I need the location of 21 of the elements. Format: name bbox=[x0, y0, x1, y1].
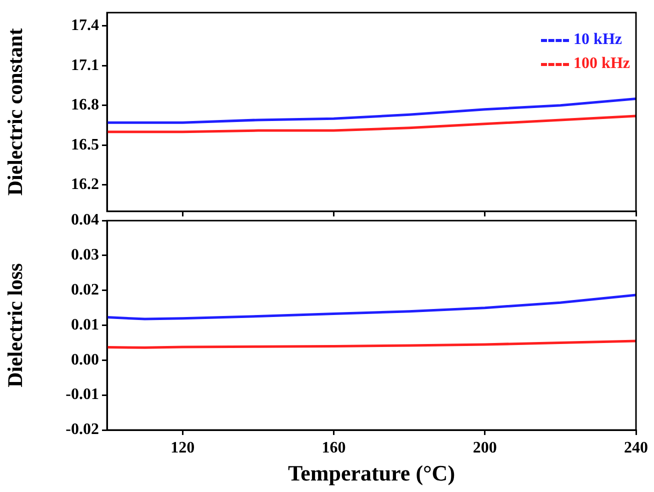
x-tick-label: 240 bbox=[624, 440, 648, 457]
y-tick-label: 0.01 bbox=[71, 316, 99, 334]
x-axis-title: Temperature (°C) bbox=[288, 460, 456, 486]
y-tick-label: 0.04 bbox=[71, 212, 99, 229]
legend-label: 10 kHz bbox=[574, 30, 622, 50]
y-tick-label: 17.4 bbox=[71, 16, 99, 34]
y-tick-label: 16.2 bbox=[71, 176, 99, 194]
y-tick-label: -0.02 bbox=[66, 421, 99, 438]
y-tick-label: 0.03 bbox=[71, 246, 99, 264]
legend-label: 100 kHz bbox=[574, 54, 630, 74]
x-tick-label: 200 bbox=[472, 440, 497, 457]
y-tick-label: 0.00 bbox=[71, 351, 99, 368]
x-tick-label: 160 bbox=[322, 440, 346, 457]
y-tick-label: 17.1 bbox=[71, 56, 99, 74]
y-tick-label: 16.8 bbox=[71, 96, 99, 114]
y-axis-title: Dielectric constant bbox=[3, 28, 28, 196]
y-tick-label: 0.02 bbox=[71, 282, 99, 299]
y-axis-title: Dielectric loss bbox=[3, 263, 28, 388]
y-tick-label: 16.5 bbox=[71, 136, 99, 154]
y-tick-label: -0.01 bbox=[66, 386, 99, 404]
x-tick-label: 120 bbox=[170, 440, 195, 457]
